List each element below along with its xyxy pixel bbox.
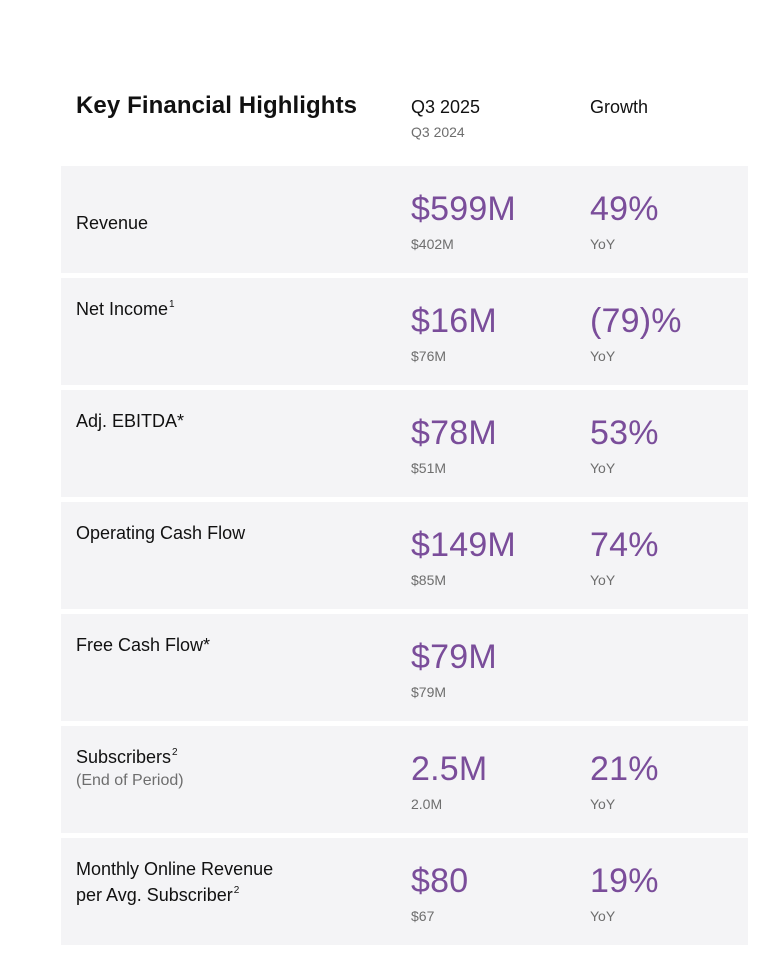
row-label: Monthly Online Revenue per Avg. Subscrib… <box>76 856 273 908</box>
prior-value: $402M <box>411 236 454 252</box>
current-value: $80 <box>411 862 469 900</box>
growth-value: 19% <box>590 862 659 900</box>
row-label-text: Free Cash Flow* <box>76 635 211 655</box>
row-label: Adj. EBITDA* <box>76 408 184 434</box>
row-label-text-line2: per Avg. Subscriber <box>76 885 233 905</box>
current-period-header: Q3 2025 <box>411 97 481 117</box>
prior-value: 2.0M <box>411 796 443 812</box>
current-value: $149M <box>411 526 516 564</box>
current-value: 2.5M <box>411 750 488 788</box>
page-title: Key Financial Highlights <box>76 92 358 119</box>
table-row-adj-ebitda: Adj. EBITDA* $78M $51M 53% YoY <box>61 390 748 497</box>
row-label-text: Net Income <box>76 299 169 319</box>
prior-value: $85M <box>411 572 447 588</box>
prior-period-header: Q3 2024 <box>411 124 465 140</box>
growth-value: 21% <box>590 750 659 788</box>
table-row-net-income: Net Income1 $16M $76M (79)% YoY <box>61 278 748 385</box>
growth-note: YoY <box>590 348 616 364</box>
growth-note: YoY <box>590 460 616 476</box>
row-label-text: Monthly Online Revenue <box>76 859 274 879</box>
growth-note: YoY <box>590 908 616 924</box>
growth-value: 49% <box>590 190 659 228</box>
growth-value: 53% <box>590 414 659 452</box>
prior-value: $79M <box>411 684 447 700</box>
highlights-table: Revenue $599M $402M 49% YoY Net Income1 … <box>61 166 748 950</box>
row-label: Operating Cash Flow <box>76 520 245 546</box>
footnote-marker: 1 <box>169 299 175 310</box>
row-label: Net Income1 <box>76 296 175 322</box>
current-value: $78M <box>411 414 497 452</box>
growth-note: YoY <box>590 236 616 252</box>
current-value: $599M <box>411 190 516 228</box>
table-row-free-cash-flow: Free Cash Flow* $79M $79M <box>61 614 748 721</box>
current-value: $79M <box>411 638 497 676</box>
table-row-subscribers: Subscribers2 (End of Period) 2.5M 2.0M 2… <box>61 726 748 833</box>
growth-header: Growth <box>590 97 649 117</box>
row-label: Free Cash Flow* <box>76 632 210 658</box>
prior-value: $76M <box>411 348 447 364</box>
row-sublabel: (End of Period) <box>76 772 184 789</box>
row-label: Subscribers2 (End of Period) <box>76 744 184 792</box>
current-value: $16M <box>411 302 497 340</box>
table-header: Key Financial Highlights Q3 2025 Q3 2024… <box>0 92 769 152</box>
row-label-text: Subscribers <box>76 747 172 767</box>
table-row-revenue: Revenue $599M $402M 49% YoY <box>61 166 748 273</box>
prior-value: $67 <box>411 908 435 924</box>
growth-note: YoY <box>590 572 616 588</box>
growth-note: YoY <box>590 796 616 812</box>
row-label-text: Adj. EBITDA* <box>76 411 185 431</box>
table-row-operating-cash-flow: Operating Cash Flow $149M $85M 74% YoY <box>61 502 748 609</box>
growth-value: 74% <box>590 526 659 564</box>
row-label: Revenue <box>76 210 148 236</box>
growth-value: (79)% <box>590 302 682 340</box>
footnote-marker: 2 <box>172 747 178 758</box>
prior-value: $51M <box>411 460 447 476</box>
row-label-text: Operating Cash Flow <box>76 523 246 543</box>
footnote-marker: 2 <box>233 885 240 896</box>
row-label-text: Revenue <box>76 213 149 233</box>
table-row-monthly-online-revenue: Monthly Online Revenue per Avg. Subscrib… <box>61 838 748 945</box>
